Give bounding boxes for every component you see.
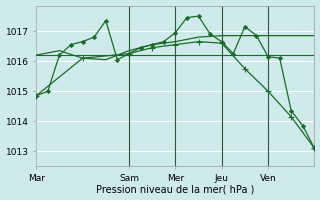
X-axis label: Pression niveau de la mer( hPa ): Pression niveau de la mer( hPa ) (96, 184, 254, 194)
